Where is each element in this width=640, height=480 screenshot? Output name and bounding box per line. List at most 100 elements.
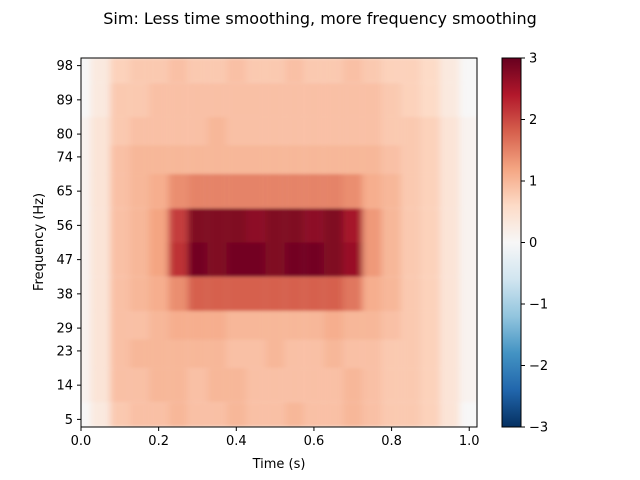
y-tick-label: 5 (65, 413, 73, 428)
heatmap-cell (81, 116, 91, 146)
heatmap-cell (226, 402, 246, 427)
heatmap-cell (440, 242, 460, 277)
heatmap-cell (304, 58, 324, 83)
heatmap-cell (420, 208, 441, 243)
colorbar-gradient (501, 57, 522, 428)
heatmap-cell (459, 276, 477, 311)
heatmap-cell (207, 402, 227, 427)
heatmap-cell (187, 402, 208, 427)
heatmap-cell (343, 368, 363, 403)
heatmap-cell (207, 368, 227, 403)
heatmap-cell (90, 82, 111, 117)
heatmap-cell (420, 82, 441, 117)
heatmap-cell (343, 174, 363, 209)
heatmap-cell (81, 58, 91, 83)
heatmap-cell (362, 58, 382, 83)
heatmap-cell (420, 174, 441, 209)
heatmap-cell (265, 310, 285, 340)
heatmap-cell (343, 82, 363, 117)
y-axis-label: Frequency (Hz) (32, 193, 47, 291)
colorbar-tick-label: 0 (529, 236, 537, 251)
heatmap-cell (284, 145, 305, 175)
heatmap-cell (168, 368, 188, 403)
heatmap-cell (420, 339, 441, 369)
heatmap-cell (187, 58, 208, 83)
chart-title: Sim: Less time smoothing, more frequency… (103, 9, 536, 28)
heatmap-cell (148, 339, 169, 369)
heatmap-cell (168, 310, 188, 340)
heatmap-cell (129, 116, 149, 146)
heatmap-cell (440, 174, 460, 209)
heatmap-cell (440, 310, 460, 340)
heatmap-cell (323, 242, 344, 277)
heatmap-cell (440, 208, 460, 243)
heatmap-cell (265, 174, 285, 209)
heatmap-cell (304, 116, 324, 146)
heatmap-cell (265, 368, 285, 403)
heatmap-cell (459, 174, 477, 209)
heatmap-cell (187, 116, 208, 146)
heatmap-cell (343, 402, 363, 427)
heatmap-cell (148, 145, 169, 175)
heatmap-cell (459, 208, 477, 243)
heatmap-cell (246, 242, 266, 277)
heatmap-cell (362, 310, 382, 340)
heatmap-cell (129, 174, 149, 209)
y-tick-label: 89 (56, 93, 73, 108)
heatmap-cell (226, 368, 246, 403)
heatmap-cell (265, 402, 285, 427)
heatmap-cell (207, 58, 227, 83)
heatmap-cell (440, 368, 460, 403)
heatmap-cell (265, 208, 285, 243)
heatmap-cell (440, 116, 460, 146)
heatmap-cell (226, 174, 246, 209)
heatmap-cell (81, 208, 91, 243)
heatmap-cell (81, 339, 91, 369)
heatmap-cell (459, 116, 477, 146)
y-tick-label: 74 (56, 150, 73, 165)
heatmap-cell (226, 58, 246, 83)
heatmap-cell (420, 116, 441, 146)
heatmap-cell (304, 242, 324, 277)
heatmap-cell (381, 58, 402, 83)
x-tick-label: 0.0 (71, 434, 92, 449)
heatmap-cell (304, 339, 324, 369)
heatmap-cell (362, 145, 382, 175)
heatmap-cell (401, 368, 421, 403)
heatmap-cell (420, 242, 441, 277)
heatmap-cell (148, 208, 169, 243)
heatmap-cell (81, 310, 91, 340)
heatmap-cell (246, 174, 266, 209)
heatmap-cell (246, 276, 266, 311)
heatmap-cell (401, 58, 421, 83)
heatmap-cell (284, 368, 305, 403)
heatmap-cell (304, 145, 324, 175)
heatmap-cell (362, 402, 382, 427)
heatmap-cell (148, 368, 169, 403)
colorbar-tick-label: −3 (529, 421, 548, 436)
y-tick-label: 65 (56, 185, 73, 200)
heatmap-cell (148, 402, 169, 427)
heatmap-cell (226, 116, 246, 146)
y-tick-label: 80 (56, 128, 73, 143)
heatmap-cell (129, 310, 149, 340)
heatmap-cell (187, 368, 208, 403)
colorbar-ticks: −3 −2 −1 0 1 2 3 (521, 52, 548, 436)
heatmap-cell (187, 339, 208, 369)
heatmap-cell (226, 145, 246, 175)
heatmap-cell (207, 145, 227, 175)
heatmap-cell (362, 339, 382, 369)
heatmap-cell (81, 402, 91, 427)
heatmap-cell (381, 82, 402, 117)
heatmap-cell (90, 116, 111, 146)
heatmap-cell (110, 174, 130, 209)
x-tick-label: 0.2 (148, 434, 169, 449)
heatmap-cell (420, 276, 441, 311)
heatmap-cell (362, 276, 382, 311)
heatmap-cell (226, 208, 246, 243)
heatmap-cell (110, 208, 130, 243)
heatmap-cell (246, 310, 266, 340)
x-tick-label: 0.6 (304, 434, 325, 449)
heatmap-cell (226, 242, 246, 277)
heatmap-cell (129, 402, 149, 427)
